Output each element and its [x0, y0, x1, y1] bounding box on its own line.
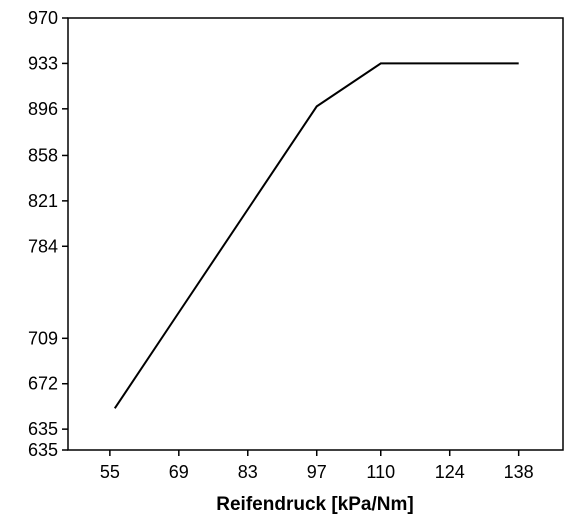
x-tick-label: 110: [366, 462, 395, 482]
y-tick-label: 933: [28, 53, 58, 73]
y-tick-label: 709: [28, 328, 58, 348]
x-tick-label: 55: [100, 462, 120, 482]
x-axis: 55 69 83 97 110 124 138: [100, 450, 534, 482]
x-tick-label: 83: [238, 462, 258, 482]
y-tick-label: 635: [28, 419, 58, 439]
x-tick-label: 124: [435, 462, 465, 482]
y-tick-label: 896: [28, 99, 58, 119]
x-tick-label: 138: [504, 462, 534, 482]
plot-frame: [67, 17, 564, 451]
y-tick-label: 821: [28, 191, 58, 211]
series-layer: [113, 62, 519, 409]
y-tick-label: 672: [28, 374, 58, 394]
y-tick-label: 970: [28, 8, 58, 28]
y-tick-label: 784: [28, 236, 58, 256]
x-tick-label: 69: [169, 462, 189, 482]
y-tick-label: 858: [28, 145, 58, 165]
series-line: [113, 62, 519, 409]
x-axis-title: Reifendruck [kPa/Nm]: [216, 494, 413, 515]
y-tick-label: 635: [28, 440, 58, 460]
x-tick-label: 97: [307, 462, 327, 482]
